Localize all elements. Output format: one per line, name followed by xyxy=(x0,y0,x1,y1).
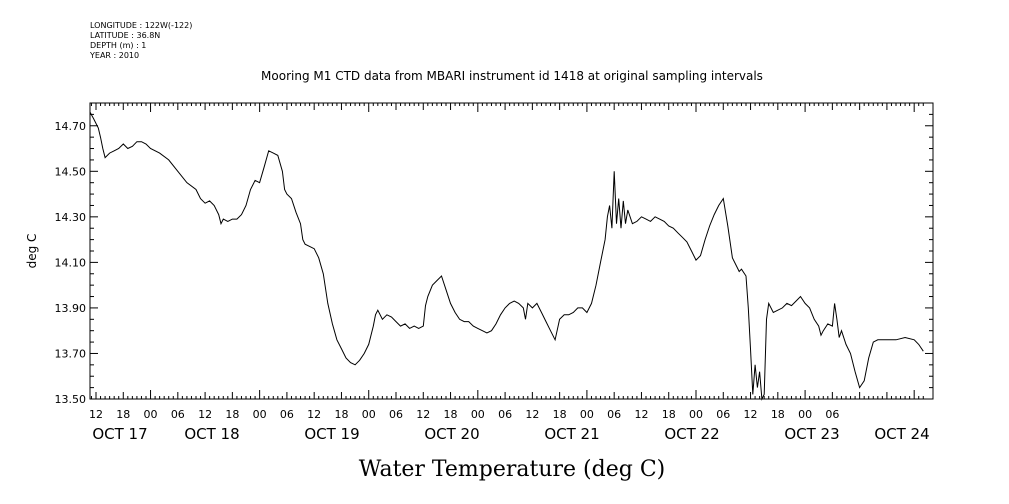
x-date-tick-label: OCT 24 xyxy=(874,425,929,443)
x-hour-tick-label: 06 xyxy=(825,408,839,421)
y-tick-label: 13.50 xyxy=(55,393,87,406)
x-hour-tick-label: 06 xyxy=(716,408,730,421)
y-tick-labels: 14.70 14.50 14.30 14.10 13.90 13.70 13.50 xyxy=(55,120,87,406)
x-hour-tick-label: 18 xyxy=(116,408,130,421)
x-hour-tick-label: 18 xyxy=(334,408,348,421)
metadata-block: LONGITUDE : 122W(-122) LATITUDE : 36.8N … xyxy=(90,21,192,61)
x-hour-tick-label: 00 xyxy=(798,408,812,421)
x-hour-tick-label: 18 xyxy=(662,408,676,421)
x-hour-tick-label: 00 xyxy=(362,408,376,421)
chart-title: Mooring M1 CTD data from MBARI instrumen… xyxy=(261,69,763,83)
x-hour-tick-label: 00 xyxy=(689,408,703,421)
y-axis-label: deg C xyxy=(25,234,39,269)
x-hour-tick-label: 12 xyxy=(634,408,648,421)
x-date-tick-label: OCT 21 xyxy=(544,425,599,443)
x-hour-tick-label: 00 xyxy=(471,408,485,421)
x-tick-labels: 12 18 00 06 12 18 00 06 12 18 00 06 12 18 00 06 12 18 00 06… xyxy=(89,408,930,443)
x-hour-tick-label: 12 xyxy=(416,408,430,421)
x-hour-tick-label: 06 xyxy=(498,408,512,421)
x-hour-tick-label: 06 xyxy=(389,408,403,421)
x-hour-tick-label: 06 xyxy=(171,408,185,421)
x-hour-tick-label: 12 xyxy=(198,408,212,421)
y-tick-label: 14.10 xyxy=(55,256,87,269)
latitude-label: LATITUDE : 36.8N xyxy=(90,31,161,40)
longitude-label: LONGITUDE : 122W(-122) xyxy=(90,21,193,30)
x-hour-tick-label: 12 xyxy=(525,408,539,421)
x-hour-tick-label: 18 xyxy=(444,408,458,421)
x-hour-tick-label: 12 xyxy=(307,408,321,421)
y-tick-label: 14.50 xyxy=(55,165,87,178)
tick-marks xyxy=(90,102,933,400)
plot-frame xyxy=(89,102,934,400)
y-tick-label: 13.70 xyxy=(55,347,87,360)
x-axis-label: Water Temperature (deg C) xyxy=(359,457,666,482)
x-date-tick-label: OCT 18 xyxy=(184,425,239,443)
x-hour-tick-label: 18 xyxy=(771,408,785,421)
depth-label: DEPTH (m) : 1 xyxy=(90,41,147,50)
x-hour-tick-label: 00 xyxy=(580,408,594,421)
x-date-tick-label: OCT 20 xyxy=(424,425,479,443)
x-date-tick-label: OCT 17 xyxy=(92,425,147,443)
x-hour-tick-label: 18 xyxy=(225,408,239,421)
y-tick-label: 13.90 xyxy=(55,302,87,315)
x-date-tick-label: OCT 19 xyxy=(304,425,359,443)
x-hour-tick-label: 06 xyxy=(607,408,621,421)
x-hour-tick-label: 00 xyxy=(253,408,267,421)
y-tick-label: 14.70 xyxy=(55,120,87,133)
x-hour-tick-label: 06 xyxy=(280,408,294,421)
x-date-tick-label: OCT 23 xyxy=(784,425,839,443)
x-hour-tick-label: 12 xyxy=(89,408,103,421)
x-hour-tick-label: 12 xyxy=(744,408,758,421)
x-date-tick-label: OCT 22 xyxy=(664,425,719,443)
x-hour-tick-label: 00 xyxy=(144,408,158,421)
series-line-water-temperature xyxy=(89,105,924,401)
year-label: YEAR : 2010 xyxy=(90,51,140,60)
y-tick-label: 14.30 xyxy=(55,211,87,224)
x-hour-tick-label: 18 xyxy=(553,408,567,421)
